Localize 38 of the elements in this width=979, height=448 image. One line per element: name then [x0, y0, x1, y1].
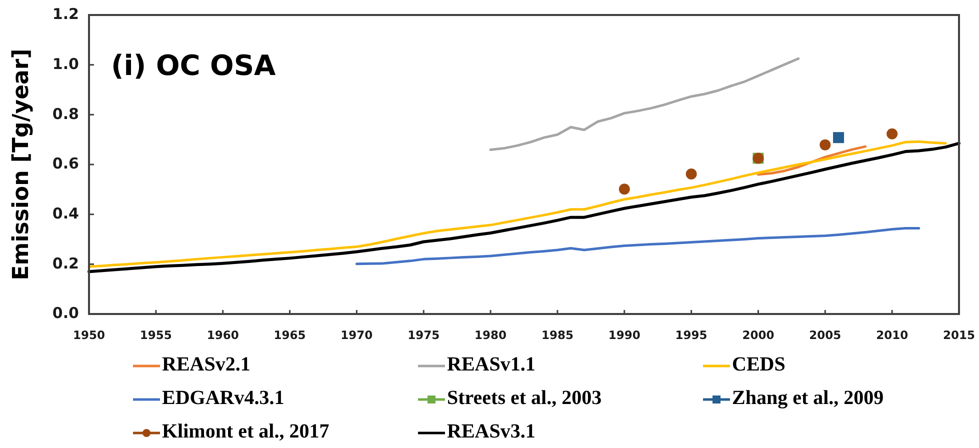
legend-label: REASv1.1 [447, 354, 536, 376]
point [686, 168, 697, 180]
y-tick-label: 0.4 [52, 204, 79, 222]
legend-label: REASv2.1 [162, 354, 250, 376]
x-tick-label: 1980 [474, 328, 507, 342]
y-tick-label: 1.0 [52, 54, 79, 73]
x-tick-label: 1965 [274, 328, 306, 342]
y-tick-label: 0.2 [52, 254, 79, 272]
x-tick-label: 2015 [942, 328, 976, 342]
line-series [355, 227, 920, 266]
legend-label: Klimont et al., 2017 [162, 420, 330, 443]
legend-label: EDGARv4.3.1 [162, 387, 284, 410]
y-tick-label: 0.6 [52, 154, 79, 173]
x-tick-label: 1970 [340, 328, 373, 342]
y-axis-title: Emission [Tg/year] [9, 48, 34, 280]
point [886, 128, 898, 140]
x-tick-label: 1950 [72, 328, 106, 342]
x-tick-label: 1955 [140, 328, 172, 342]
legend-label: Streets et al., 2003 [447, 387, 602, 410]
x-tick-label: 1960 [206, 328, 239, 342]
line-series [489, 57, 800, 152]
x-tick-label: 1985 [541, 328, 574, 342]
text: (i) OC OSA [111, 49, 276, 82]
x-tick-label: 2005 [809, 328, 842, 342]
x-tick-label: 2010 [876, 328, 908, 342]
point [833, 132, 844, 144]
point [618, 184, 630, 195]
legend-label: REASv3.1 [447, 420, 536, 443]
y-tick-label: 1.2 [52, 5, 79, 24]
point [820, 139, 831, 150]
y-tick-label: 0.0 [52, 304, 79, 322]
legend-label: Zhang et al., 2009 [732, 387, 884, 410]
x-tick-label: 1995 [675, 328, 708, 342]
x-tick-label: 2000 [742, 328, 774, 342]
x-tick-label: 1990 [608, 328, 640, 342]
y-tick-label: 0.8 [52, 104, 79, 123]
x-tick-label: 1975 [408, 328, 440, 342]
legend-label: CEDS [732, 354, 786, 376]
